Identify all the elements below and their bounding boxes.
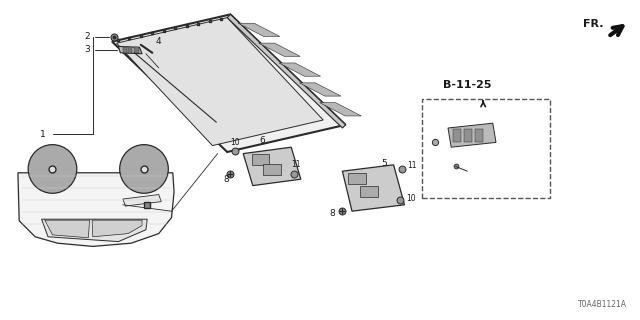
Text: 11: 11 — [292, 160, 301, 169]
Polygon shape — [279, 63, 321, 76]
Polygon shape — [464, 129, 472, 142]
Text: FR.: FR. — [583, 19, 604, 29]
Polygon shape — [45, 220, 90, 238]
Text: 8: 8 — [223, 175, 228, 184]
Text: 2: 2 — [84, 32, 90, 41]
Polygon shape — [263, 164, 281, 175]
Polygon shape — [342, 165, 404, 211]
Polygon shape — [112, 14, 346, 152]
Text: 10: 10 — [406, 194, 415, 203]
Polygon shape — [118, 46, 142, 54]
Circle shape — [120, 145, 168, 193]
Polygon shape — [320, 103, 362, 116]
Text: 8: 8 — [330, 209, 335, 218]
Polygon shape — [227, 14, 346, 128]
Polygon shape — [348, 173, 366, 184]
Text: 6: 6 — [260, 136, 265, 145]
Bar — [422, 99, 550, 198]
Polygon shape — [238, 23, 280, 36]
Polygon shape — [18, 173, 174, 246]
Polygon shape — [300, 83, 341, 96]
Polygon shape — [116, 18, 323, 146]
Polygon shape — [134, 47, 139, 53]
Polygon shape — [123, 195, 161, 206]
Text: 5: 5 — [381, 159, 387, 168]
Polygon shape — [453, 129, 461, 142]
Circle shape — [28, 145, 77, 193]
Polygon shape — [252, 154, 269, 165]
Polygon shape — [360, 186, 378, 197]
Text: 3: 3 — [84, 45, 90, 54]
Polygon shape — [42, 219, 147, 242]
Text: 10: 10 — [230, 138, 240, 147]
Polygon shape — [448, 123, 496, 147]
Text: T0A4B1121A: T0A4B1121A — [578, 300, 627, 309]
Polygon shape — [475, 129, 483, 142]
Text: 11: 11 — [408, 161, 417, 170]
Polygon shape — [128, 47, 132, 53]
Polygon shape — [259, 43, 300, 56]
Text: 1: 1 — [40, 130, 46, 139]
Polygon shape — [243, 147, 301, 186]
Polygon shape — [123, 47, 127, 53]
Polygon shape — [92, 220, 142, 237]
Text: B-11-25: B-11-25 — [443, 80, 492, 90]
Text: 4: 4 — [156, 37, 161, 46]
